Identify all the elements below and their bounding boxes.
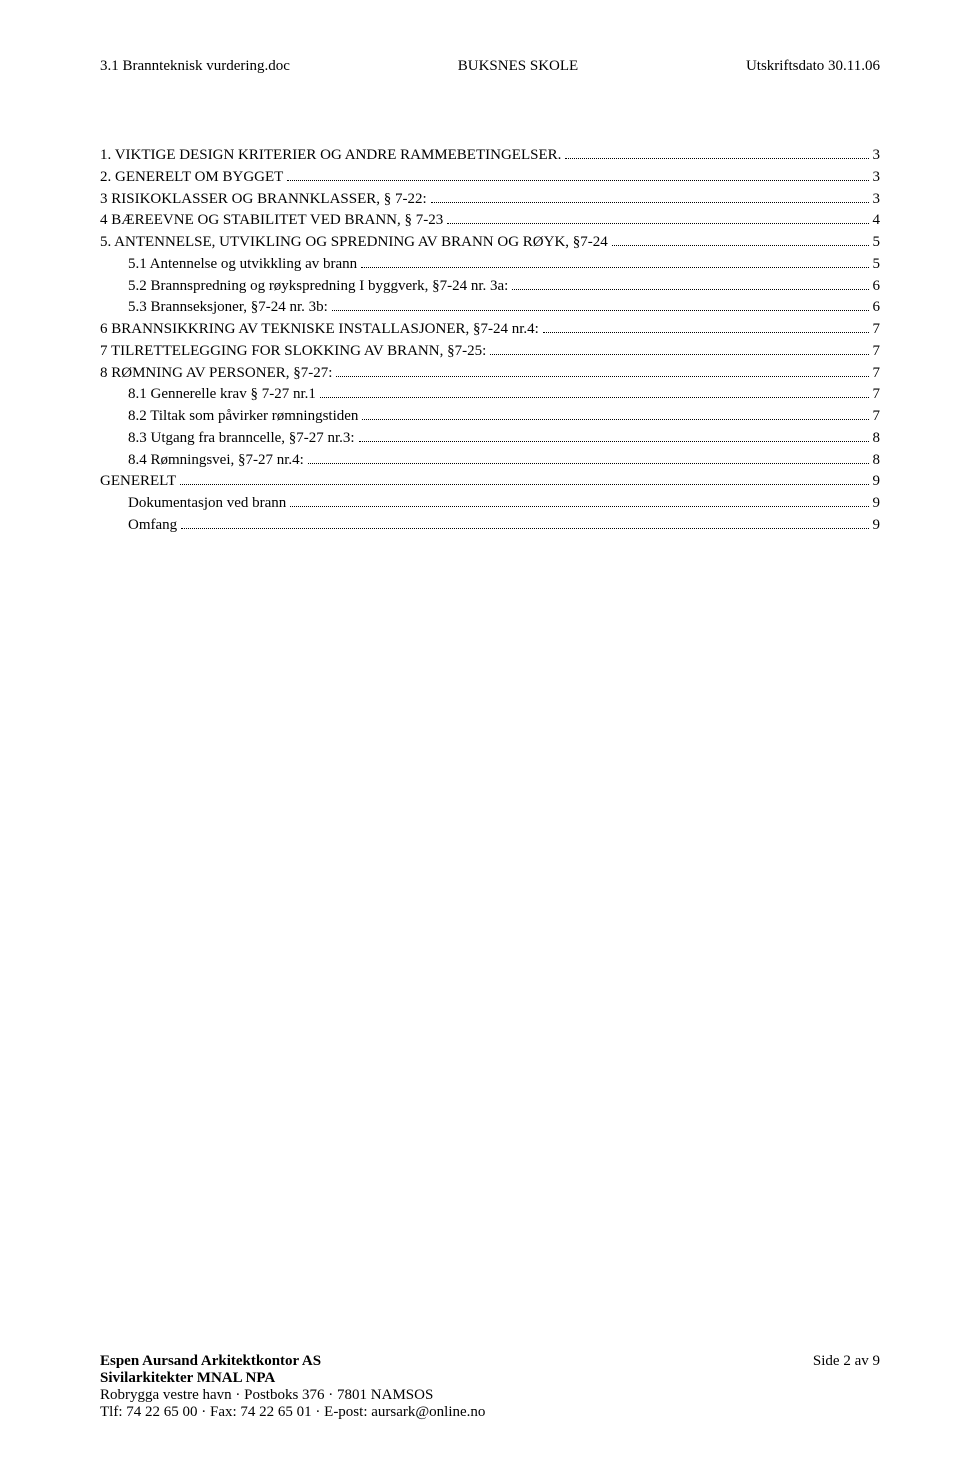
toc-page-number: 6 <box>873 297 881 319</box>
toc-row: 6 BRANNSIKKRING AV TEKNISKE INSTALLASJON… <box>100 319 880 341</box>
toc-label: 8.1 Gennerelle krav § 7-27 nr.1 <box>128 384 316 406</box>
toc-row: 2. GENERELT OM BYGGET 3 <box>100 167 880 189</box>
page: 3.1 Brannteknisk vurdering.doc BUKSNES S… <box>0 0 960 1481</box>
toc-label: 3 RISIKOKLASSER OG BRANNKLASSER, § 7-22: <box>100 189 427 211</box>
toc-row: 5.1 Antennelse og utvikkling av brann 5 <box>100 254 880 276</box>
toc-page-number: 7 <box>873 341 881 363</box>
toc-label: 6 BRANNSIKKRING AV TEKNISKE INSTALLASJON… <box>100 319 539 341</box>
footer-address: Robrygga vestre havn · Postboks 376 · 78… <box>100 1387 880 1404</box>
toc-row: 4 BÆREEVNE OG STABILITET VED BRANN, § 7-… <box>100 210 880 232</box>
toc-page-number: 6 <box>873 276 881 298</box>
toc-label: 2. GENERELT OM BYGGET <box>100 167 283 189</box>
document-footer: Espen Aursand Arkitektkontor AS Side 2 a… <box>100 1353 880 1421</box>
header-right: Utskriftsdato 30.11.06 <box>746 58 880 75</box>
footer-company: Espen Aursand Arkitektkontor AS <box>100 1353 321 1370</box>
toc-label: 7 TILRETTELEGGING FOR SLOKKING AV BRANN,… <box>100 341 486 363</box>
document-header: 3.1 Brannteknisk vurdering.doc BUKSNES S… <box>100 58 880 75</box>
toc-row: GENERELT 9 <box>100 471 880 493</box>
toc-leader-dots <box>332 310 869 311</box>
toc-label: 5.1 Antennelse og utvikkling av brann <box>128 254 357 276</box>
toc-page-number: 3 <box>873 145 881 167</box>
toc-label: 8.2 Tiltak som påvirker rømningstiden <box>128 406 358 428</box>
footer-pageinfo: Side 2 av 9 <box>813 1353 880 1370</box>
toc-label: Dokumentasjon ved brann <box>128 493 286 515</box>
toc-label: 8.3 Utgang fra branncelle, §7-27 nr.3: <box>128 428 355 450</box>
toc-page-number: 8 <box>873 450 881 472</box>
toc-row: 8 RØMNING AV PERSONER, §7-27: 7 <box>100 363 880 385</box>
table-of-contents: 1. VIKTIGE DESIGN KRITERIER OG ANDRE RAM… <box>100 145 880 537</box>
toc-page-number: 7 <box>873 406 881 428</box>
toc-row: Dokumentasjon ved brann 9 <box>100 493 880 515</box>
toc-leader-dots <box>447 223 868 224</box>
toc-label: 8 RØMNING AV PERSONER, §7-27: <box>100 363 332 385</box>
toc-label: 5.2 Brannspredning og røykspredning I by… <box>128 276 508 298</box>
toc-row: 8.3 Utgang fra branncelle, §7-27 nr.3: 8 <box>100 428 880 450</box>
toc-row: 1. VIKTIGE DESIGN KRITERIER OG ANDRE RAM… <box>100 145 880 167</box>
toc-page-number: 8 <box>873 428 881 450</box>
toc-row: 8.2 Tiltak som påvirker rømningstiden 7 <box>100 406 880 428</box>
toc-label: 8.4 Rømningsvei, §7-27 nr.4: <box>128 450 304 472</box>
toc-row: 5. ANTENNELSE, UTVIKLING OG SPREDNING AV… <box>100 232 880 254</box>
toc-leader-dots <box>431 202 869 203</box>
toc-row: Omfang 9 <box>100 515 880 537</box>
toc-row: 7 TILRETTELEGGING FOR SLOKKING AV BRANN,… <box>100 341 880 363</box>
footer-contact: Tlf: 74 22 65 00 · Fax: 74 22 65 01 · E-… <box>100 1404 880 1421</box>
toc-label: 4 BÆREEVNE OG STABILITET VED BRANN, § 7-… <box>100 210 443 232</box>
footer-subtitle: Sivilarkitekter MNAL NPA <box>100 1370 880 1387</box>
toc-label: 5. ANTENNELSE, UTVIKLING OG SPREDNING AV… <box>100 232 608 254</box>
toc-leader-dots <box>359 441 869 442</box>
toc-leader-dots <box>543 332 869 333</box>
toc-row: 5.3 Brannseksjoner, §7-24 nr. 3b: 6 <box>100 297 880 319</box>
toc-page-number: 3 <box>873 167 881 189</box>
toc-page-number: 7 <box>873 319 881 341</box>
toc-label: GENERELT <box>100 471 176 493</box>
toc-leader-dots <box>308 463 869 464</box>
toc-page-number: 9 <box>873 471 881 493</box>
toc-label: Omfang <box>128 515 177 537</box>
toc-leader-dots <box>512 289 868 290</box>
toc-row: 8.1 Gennerelle krav § 7-27 nr.1 7 <box>100 384 880 406</box>
toc-page-number: 9 <box>873 493 881 515</box>
toc-leader-dots <box>320 397 869 398</box>
toc-leader-dots <box>336 376 868 377</box>
toc-row: 8.4 Rømningsvei, §7-27 nr.4: 8 <box>100 450 880 472</box>
toc-leader-dots <box>180 484 868 485</box>
toc-leader-dots <box>612 245 869 246</box>
toc-row: 3 RISIKOKLASSER OG BRANNKLASSER, § 7-22:… <box>100 189 880 211</box>
toc-page-number: 9 <box>873 515 881 537</box>
toc-leader-dots <box>287 180 868 181</box>
toc-page-number: 4 <box>873 210 881 232</box>
toc-page-number: 5 <box>873 254 881 276</box>
toc-leader-dots <box>565 158 868 159</box>
toc-page-number: 7 <box>873 363 881 385</box>
header-left: 3.1 Brannteknisk vurdering.doc <box>100 58 290 75</box>
toc-leader-dots <box>361 267 868 268</box>
toc-leader-dots <box>290 506 868 507</box>
toc-leader-dots <box>181 528 868 529</box>
header-center: BUKSNES SKOLE <box>458 58 578 75</box>
toc-row: 5.2 Brannspredning og røykspredning I by… <box>100 276 880 298</box>
toc-page-number: 3 <box>873 189 881 211</box>
toc-label: 5.3 Brannseksjoner, §7-24 nr. 3b: <box>128 297 328 319</box>
toc-page-number: 5 <box>873 232 881 254</box>
toc-page-number: 7 <box>873 384 881 406</box>
toc-label: 1. VIKTIGE DESIGN KRITERIER OG ANDRE RAM… <box>100 145 561 167</box>
toc-leader-dots <box>490 354 868 355</box>
toc-leader-dots <box>362 419 868 420</box>
